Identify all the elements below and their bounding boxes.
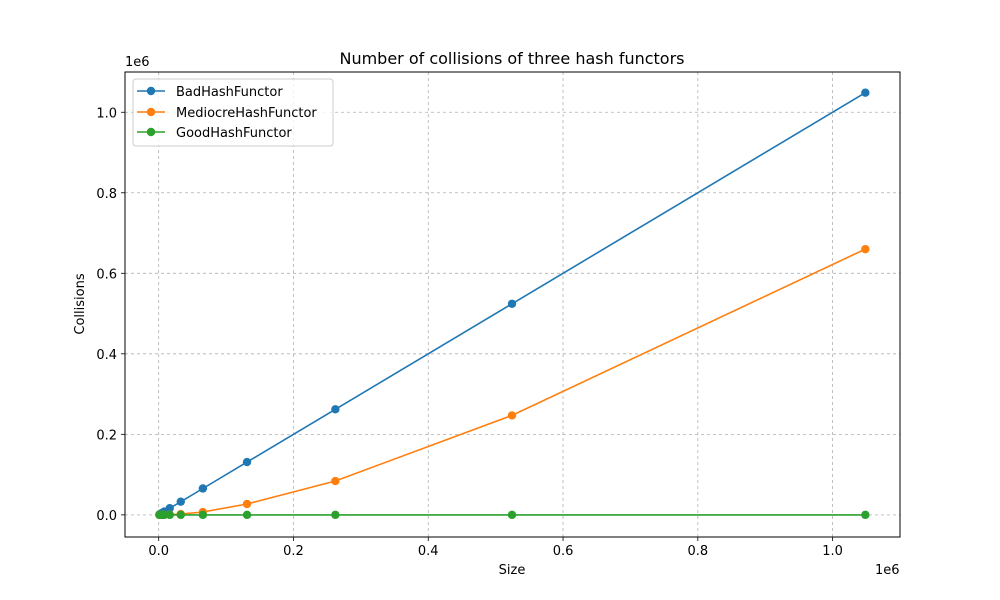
data-point bbox=[242, 457, 252, 467]
x-axis-label: Size bbox=[499, 563, 526, 578]
axes-frame bbox=[124, 71, 901, 538]
data-point bbox=[861, 88, 870, 97]
data-point bbox=[861, 510, 870, 520]
data-point bbox=[198, 510, 208, 520]
data-point bbox=[507, 299, 517, 308]
legend-label-2: GoodHashFunctor bbox=[176, 126, 292, 141]
data-point bbox=[331, 405, 340, 414]
y-tick-label: 1.0 bbox=[96, 106, 117, 121]
x-tick-label: 1.0 bbox=[822, 544, 843, 559]
x-tick-label: 0.2 bbox=[283, 544, 304, 559]
ticks: 0.0 0.2 0.4 0.6 0.8 1.0 0.0 0.2 0.4 0.6 0.8 1.0 bbox=[96, 106, 843, 559]
legend-label-1: MediocreHashFunctor bbox=[176, 106, 317, 121]
legend-entry-1: MediocreHashFunctor bbox=[137, 106, 317, 121]
y-axis-label: Collisions bbox=[73, 273, 88, 334]
legend-marker-1 bbox=[146, 107, 156, 117]
data-point bbox=[176, 510, 185, 520]
data-point bbox=[331, 510, 340, 520]
x-tick-label: 0.8 bbox=[687, 544, 708, 559]
legend-marker-0 bbox=[146, 86, 156, 96]
data-point bbox=[165, 504, 174, 513]
series-2 bbox=[155, 510, 870, 520]
y-axis-offset-label: 1e6 bbox=[125, 55, 150, 70]
legend-label-0: BadHashFunctor bbox=[176, 85, 283, 100]
y-tick-label: 0.0 bbox=[96, 509, 117, 524]
legend-entry-0: BadHashFunctor bbox=[137, 85, 283, 100]
legend-frame bbox=[132, 78, 334, 147]
data-point bbox=[331, 476, 340, 486]
data-point bbox=[861, 244, 870, 254]
data-point bbox=[242, 510, 252, 520]
chart-title: Number of collisions of three hash funct… bbox=[339, 49, 684, 68]
data-point bbox=[507, 510, 517, 520]
y-tick-label: 0.2 bbox=[96, 428, 117, 443]
y-tick-label: 0.8 bbox=[96, 187, 117, 202]
x-tick-label: 0.0 bbox=[148, 544, 169, 559]
data-point bbox=[176, 497, 185, 506]
x-axis-offset-label: 1e6 bbox=[875, 563, 900, 578]
data-point bbox=[242, 499, 252, 509]
data-point bbox=[165, 510, 174, 520]
x-tick-label: 0.6 bbox=[553, 544, 574, 559]
x-tick-label: 0.4 bbox=[418, 544, 439, 559]
data-point bbox=[507, 411, 517, 420]
y-tick-label: 0.4 bbox=[96, 348, 117, 363]
data-point bbox=[198, 484, 208, 493]
legend: BadHashFunctor MediocreHashFunctor GoodH… bbox=[132, 78, 334, 147]
legend-marker-2 bbox=[146, 127, 156, 137]
y-tick-label: 0.6 bbox=[96, 267, 117, 282]
legend-entry-2: GoodHashFunctor bbox=[137, 126, 292, 141]
series-layer bbox=[155, 88, 870, 520]
